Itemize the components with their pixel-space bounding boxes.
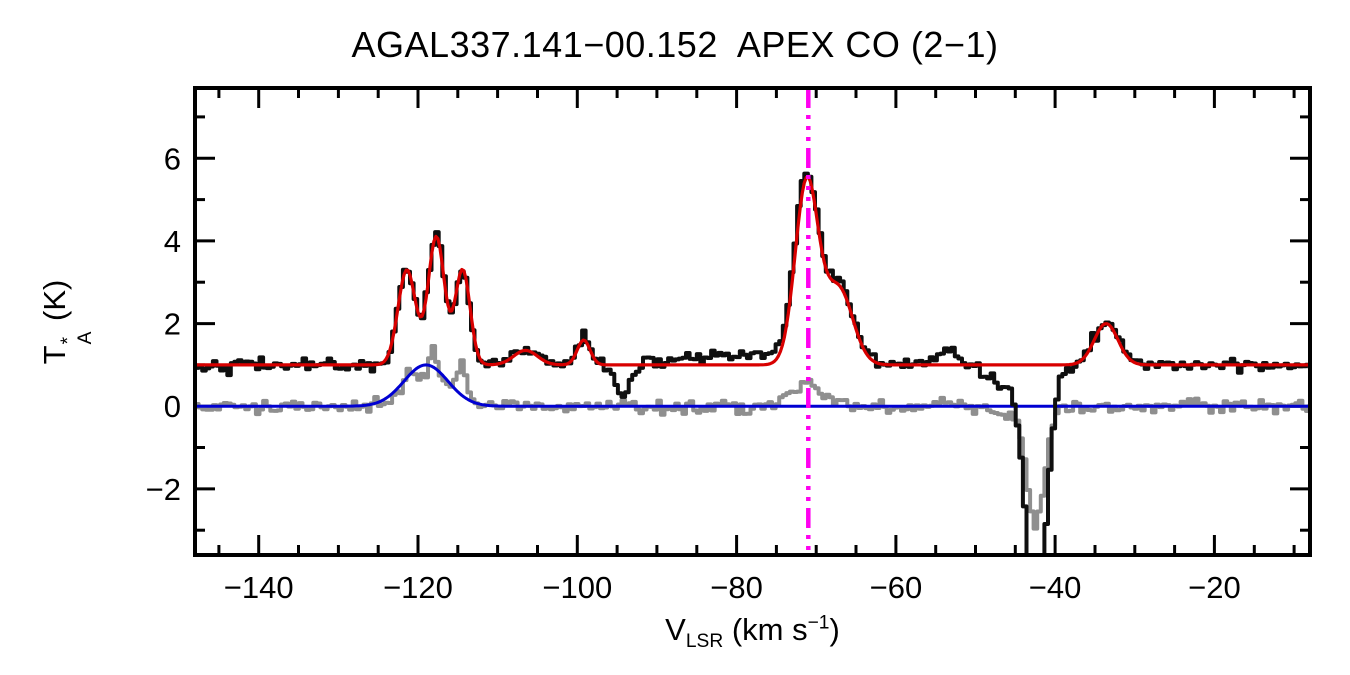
x-tick-label: −140 xyxy=(224,570,294,605)
y-tick-label: 4 xyxy=(164,224,181,259)
chart-title: AGAL337.141−00.152 APEX CO (2−1) xyxy=(351,24,999,65)
y-tick-label: 2 xyxy=(164,307,181,342)
x-tick-label: −120 xyxy=(383,570,453,605)
y-tick-label: 6 xyxy=(164,141,181,176)
x-label-symbol: V xyxy=(665,612,686,647)
x-tick-label: −20 xyxy=(1188,570,1241,605)
gaussian-fit xyxy=(195,175,1310,367)
x-axis-label: VLSR (km s−1) xyxy=(195,612,1310,653)
y-tick-label: −2 xyxy=(146,472,181,507)
x-label-superscript: −1 xyxy=(807,612,830,634)
plot-frame xyxy=(193,86,1312,557)
axis-ticks xyxy=(195,88,1310,555)
y-tick-label: 0 xyxy=(164,389,181,424)
series-layer xyxy=(195,88,1310,555)
x-tick-label: −100 xyxy=(542,570,612,605)
co-spectrum xyxy=(195,171,1310,555)
x-tick-label: −80 xyxy=(710,570,763,605)
x-label-subscript: LSR xyxy=(685,631,724,653)
x-tick-label: −40 xyxy=(1029,570,1082,605)
x-label-close: ) xyxy=(829,612,840,647)
x-label-unit: (km s xyxy=(723,612,808,647)
x-tick-label: −60 xyxy=(870,570,923,605)
residual-gaussian-fit xyxy=(195,363,1310,408)
residual-spectrum xyxy=(195,344,1310,531)
